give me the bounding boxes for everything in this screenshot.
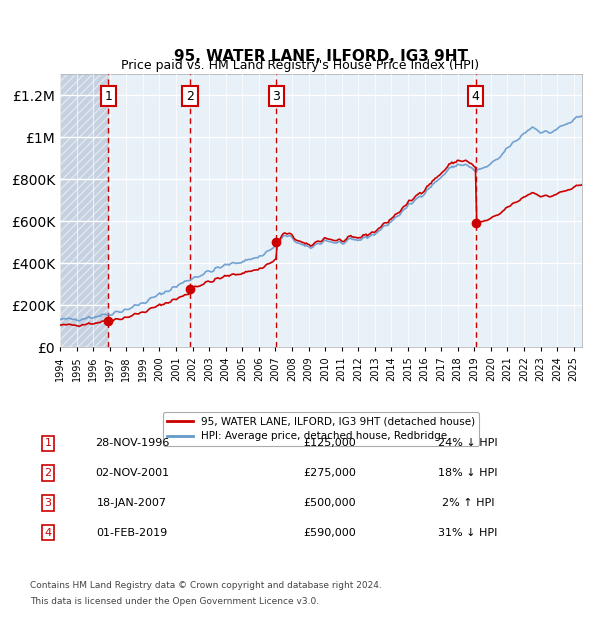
- Text: 02-NOV-2001: 02-NOV-2001: [95, 468, 169, 478]
- Text: 24% ↓ HPI: 24% ↓ HPI: [438, 438, 498, 448]
- Text: Price paid vs. HM Land Registry's House Price Index (HPI): Price paid vs. HM Land Registry's House …: [121, 59, 479, 71]
- Text: 3: 3: [44, 498, 52, 508]
- Text: 3: 3: [272, 90, 280, 103]
- Text: 2: 2: [186, 90, 194, 103]
- Text: Contains HM Land Registry data © Crown copyright and database right 2024.: Contains HM Land Registry data © Crown c…: [30, 582, 382, 590]
- Text: 1: 1: [104, 90, 112, 103]
- Text: 31% ↓ HPI: 31% ↓ HPI: [439, 528, 497, 538]
- Text: £590,000: £590,000: [304, 528, 356, 538]
- Text: 28-NOV-1996: 28-NOV-1996: [95, 438, 169, 448]
- Text: 2: 2: [44, 468, 52, 478]
- Text: 1: 1: [44, 438, 52, 448]
- Text: This data is licensed under the Open Government Licence v3.0.: This data is licensed under the Open Gov…: [30, 597, 319, 606]
- Legend: 95, WATER LANE, ILFORD, IG3 9HT (detached house), HPI: Average price, detached h: 95, WATER LANE, ILFORD, IG3 9HT (detache…: [163, 412, 479, 446]
- Text: £275,000: £275,000: [304, 468, 356, 478]
- Title: 95, WATER LANE, ILFORD, IG3 9HT: 95, WATER LANE, ILFORD, IG3 9HT: [174, 48, 468, 63]
- Text: 18-JAN-2007: 18-JAN-2007: [97, 498, 167, 508]
- Text: 18% ↓ HPI: 18% ↓ HPI: [438, 468, 498, 478]
- Text: £125,000: £125,000: [304, 438, 356, 448]
- Bar: [60, 74, 108, 347]
- Text: 4: 4: [44, 528, 52, 538]
- Text: 01-FEB-2019: 01-FEB-2019: [97, 528, 167, 538]
- Text: £500,000: £500,000: [304, 498, 356, 508]
- Text: 4: 4: [472, 90, 480, 103]
- Text: 2% ↑ HPI: 2% ↑ HPI: [442, 498, 494, 508]
